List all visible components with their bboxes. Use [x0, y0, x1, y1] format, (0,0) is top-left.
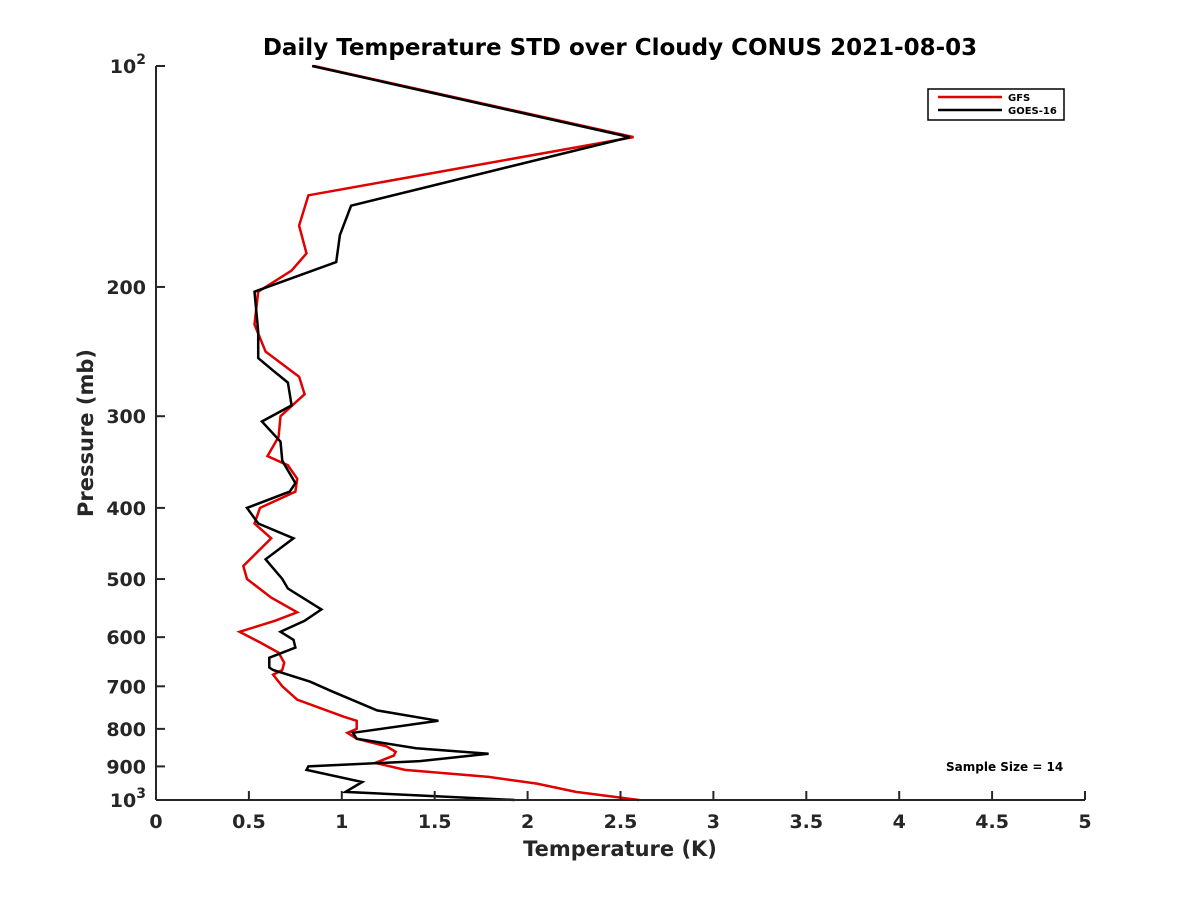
y-axis-title: Pressure (mb)	[74, 349, 98, 517]
y-tick-label: 500	[106, 569, 146, 591]
legend: GFS GOES-16	[927, 88, 1065, 121]
chart-title: Daily Temperature STD over Cloudy CONUS …	[263, 35, 977, 61]
legend-box	[927, 88, 1065, 121]
legend-label-gfs: GFS	[1008, 93, 1030, 104]
y-ticks: 102 200 300 400 500 600 700 800 900 103	[106, 52, 165, 812]
y-tick-label: 103	[110, 786, 146, 812]
y-tick-label: 900	[106, 756, 146, 778]
series-line-gfs	[236, 64, 640, 802]
x-tick-label: 2	[521, 811, 534, 833]
x-tick-label: 3	[707, 811, 720, 833]
x-tick-label: 0	[149, 811, 162, 833]
x-tick-label: 4	[893, 811, 906, 833]
x-ticks: 0 0.5 1 1.5 2 2.5 3 3.5 4 4.5 5	[149, 791, 1092, 833]
x-tick-label: 4.5	[975, 811, 1009, 833]
x-tick-label: 5	[1078, 811, 1091, 833]
x-tick-label: 0.5	[232, 811, 266, 833]
y-tick-label: 600	[106, 627, 146, 649]
x-axis-title: Temperature (K)	[523, 837, 717, 861]
y-tick-label: 200	[106, 277, 146, 299]
x-tick-label: 1	[335, 811, 348, 833]
sample-size-annotation: Sample Size = 14	[946, 760, 1063, 774]
x-tick-label: 2.5	[604, 811, 638, 833]
y-tick-label: 800	[106, 719, 146, 741]
y-tick-label: 400	[106, 498, 146, 520]
y-tick-label: 102	[110, 52, 146, 78]
x-tick-label: 1.5	[418, 811, 452, 833]
series-line-goes16	[245, 64, 631, 802]
series-layer	[236, 64, 640, 802]
legend-label-goes16: GOES-16	[1008, 106, 1057, 117]
y-tick-label: 700	[106, 676, 146, 698]
x-tick-label: 3.5	[789, 811, 823, 833]
y-tick-label: 300	[106, 406, 146, 428]
